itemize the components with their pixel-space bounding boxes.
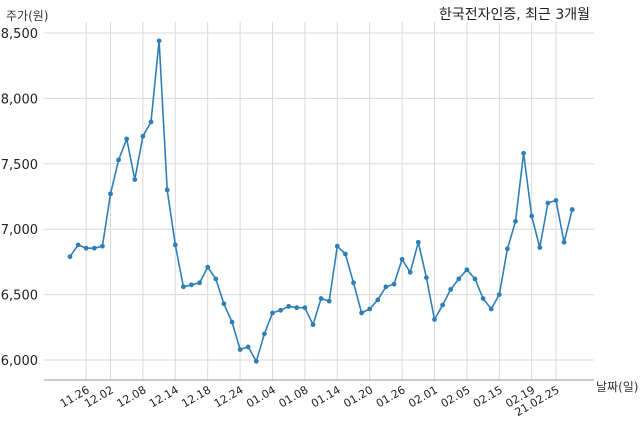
data-point (148, 119, 154, 125)
x-tick-label: 02.01 (406, 383, 440, 410)
data-point (116, 157, 121, 163)
data-point (75, 242, 81, 248)
chart-title: 한국전자인증, 최근 3개월 (439, 7, 590, 23)
x-tick-label: 01.20 (341, 383, 375, 410)
data-point (561, 239, 567, 245)
data-point (140, 133, 146, 139)
data-point (124, 136, 130, 142)
data-point (286, 303, 292, 309)
data-point (391, 281, 397, 287)
data-point (91, 245, 97, 251)
series-line (69, 39, 573, 363)
data-point (237, 347, 243, 352)
data-point (229, 319, 235, 325)
data-point (351, 280, 356, 286)
data-point (318, 296, 324, 301)
data-point (424, 275, 429, 280)
data-point (513, 218, 518, 224)
data-point (245, 344, 251, 350)
data-point (83, 245, 89, 251)
data-point (472, 276, 478, 282)
data-point (181, 284, 186, 290)
data-point (278, 307, 283, 313)
data-point (213, 276, 219, 282)
data-point (294, 305, 300, 311)
x-tick-label: 12.24 (212, 383, 246, 410)
data-point (302, 305, 308, 311)
data-point (172, 242, 178, 248)
data-point (496, 292, 502, 297)
data-point (108, 191, 113, 197)
data-point (359, 310, 364, 316)
data-point (553, 198, 559, 203)
x-tick-label: 12.08 (115, 383, 149, 410)
y-tick-label: 6,000 (1, 354, 38, 369)
data-point (67, 254, 73, 260)
data-point (205, 264, 211, 270)
data-point (569, 207, 575, 212)
y-tick-label: 6,500 (1, 289, 38, 304)
x-tick-label: 02.15 (471, 383, 505, 410)
data-point (545, 200, 551, 206)
series-group (67, 38, 575, 364)
x-tick-label: 01.26 (374, 383, 408, 410)
data-point (383, 284, 389, 290)
x-tick-label: 01.04 (244, 383, 278, 410)
data-point (326, 298, 332, 304)
data-point (521, 150, 526, 156)
y-tick-label: 8,000 (1, 92, 38, 107)
data-point (197, 280, 203, 286)
data-point (415, 239, 421, 245)
data-point (464, 267, 470, 273)
data-point (132, 177, 138, 182)
x-tick-label: 02.05 (439, 383, 473, 410)
data-point (189, 282, 194, 288)
y-axis-label: 주가(원) (6, 9, 48, 23)
data-point (164, 187, 170, 193)
data-point (334, 243, 340, 249)
data-point (270, 310, 275, 316)
data-point (407, 269, 413, 275)
x-tick-label: 12.14 (147, 383, 181, 410)
grid (44, 22, 594, 380)
data-point (100, 243, 105, 249)
data-point (310, 322, 316, 328)
x-tick-label: 01.14 (309, 383, 343, 410)
y-tick-label: 7,000 (1, 223, 38, 238)
data-point (367, 306, 373, 312)
data-point (529, 213, 535, 219)
x-axis-label: 날짜(일) (596, 380, 638, 394)
y-tick-label: 8,500 (1, 27, 38, 42)
data-point (456, 276, 462, 282)
x-tick-label: 12.18 (179, 383, 213, 410)
data-point (221, 301, 227, 307)
data-point (488, 306, 494, 312)
y-tick-label: 7,500 (1, 158, 38, 173)
data-point (505, 246, 510, 252)
data-point (432, 317, 437, 322)
data-point (480, 296, 486, 301)
data-point (253, 358, 259, 364)
data-point (537, 245, 543, 250)
x-tick-label: 01.08 (277, 383, 311, 410)
data-point (440, 302, 445, 308)
data-point (448, 286, 454, 292)
data-point (262, 331, 267, 337)
data-point (375, 297, 381, 303)
data-point (399, 256, 405, 262)
data-point (156, 38, 162, 44)
data-point (343, 251, 348, 257)
